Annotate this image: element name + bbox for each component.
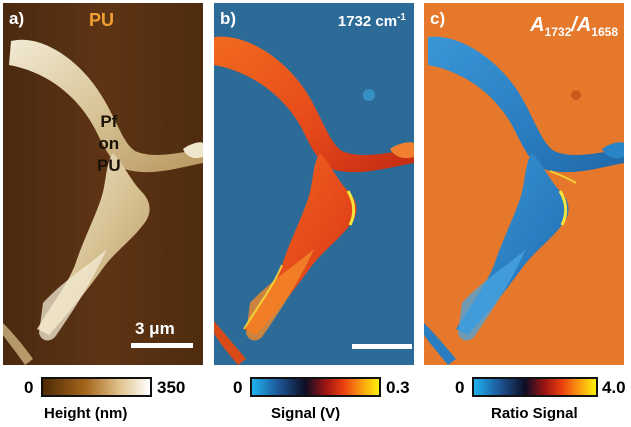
wavenumber-label: 1732 cm-1 <box>337 12 406 30</box>
fiber-structure <box>3 39 203 365</box>
region-label-line-3: PU <box>97 156 121 175</box>
wavenumber-value: 1732 cm <box>337 13 398 30</box>
signal-colorbar <box>250 377 381 397</box>
region-label-line-2: on <box>98 134 120 153</box>
ratio-denominator-subscript: 1658 <box>591 25 618 39</box>
pu-label: PU <box>89 10 115 30</box>
height-colorbar-max: 350 <box>157 378 186 397</box>
ratio-map-image <box>424 3 624 365</box>
panel-b-letter: b) <box>220 9 237 28</box>
wavenumber-exponent: -1 <box>397 12 406 23</box>
height-colorbar <box>41 377 152 397</box>
panel-c-letter: c) <box>430 9 446 28</box>
ratio-numerator-subscript: 1732 <box>544 25 572 39</box>
signal-colorbar-max: 0.3 <box>386 378 410 397</box>
scale-bar-label: 3 μm <box>135 319 175 338</box>
signal-map-panel: b) 1732 cm-1 <box>214 3 414 365</box>
signal-colorbar-min: 0 <box>233 378 243 397</box>
signal-map-image <box>214 3 414 365</box>
signal-colorbar-title: Signal (V) <box>271 405 341 422</box>
ratio-slash: / <box>571 14 577 36</box>
region-label-line-1: Pf <box>100 112 118 131</box>
ratio-denominator: A <box>576 14 592 36</box>
pf-on-pu-label: Pf on PU <box>97 111 121 177</box>
height-colorbar-min: 0 <box>24 378 34 397</box>
fiber-structure <box>214 36 414 365</box>
ratio-colorbar-min: 0 <box>455 378 465 397</box>
ratio-colorbar-title: Ratio Signal <box>491 405 578 422</box>
ratio-map-panel: c) A1732/A1658 <box>424 3 624 365</box>
ratio-colorbar-max: 4.0 <box>602 378 626 397</box>
ratio-numerator: A <box>530 14 545 36</box>
height-colorbar-title: Height (nm) <box>44 405 128 422</box>
height-map-image <box>3 3 203 365</box>
ratio-colorbar <box>472 377 598 397</box>
fiber-structure <box>424 36 624 365</box>
panel-a-letter: a) <box>9 9 25 28</box>
scale-bar <box>352 344 412 349</box>
absorbance-ratio-label: A1732/A1658 <box>530 15 618 38</box>
scale-bar <box>131 343 193 348</box>
height-map-panel: a) PU Pf on PU 3 μm <box>3 3 203 365</box>
